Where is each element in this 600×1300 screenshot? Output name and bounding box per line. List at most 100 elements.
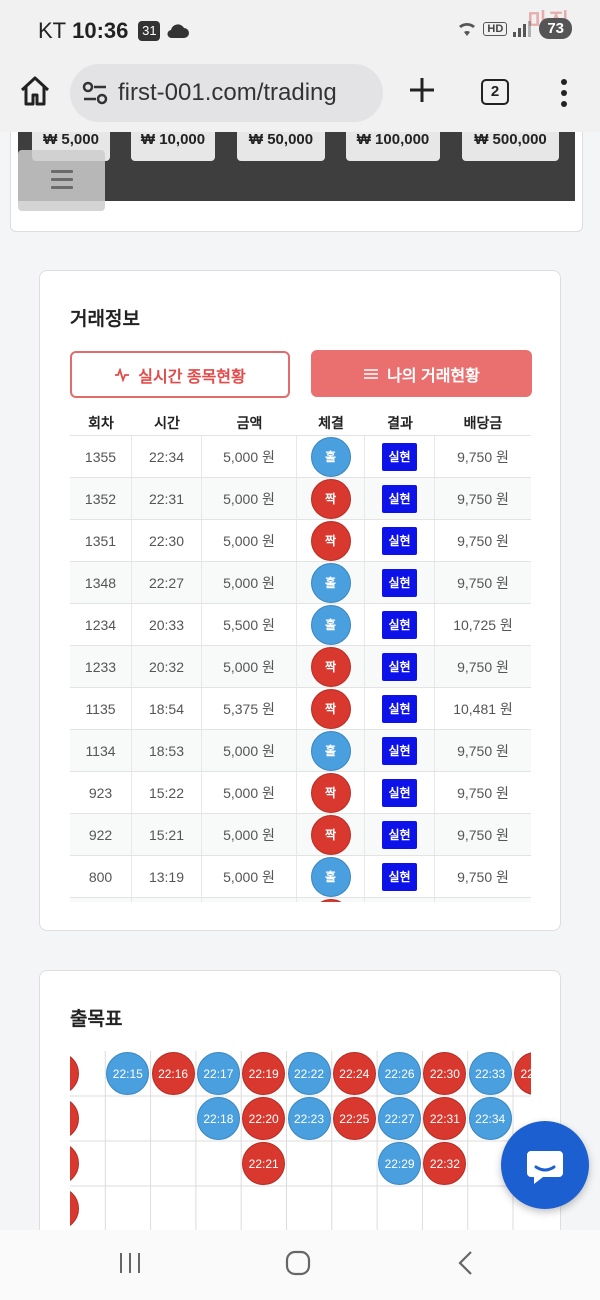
result-board: 22:15 22:16 22:17 22:18 22:19 22:20 22:21 22:22… <box>70 1051 531 1230</box>
status-left: KT 10:36 31 <box>38 18 190 44</box>
amount-button-500000[interactable]: ₩ 500,000 <box>462 132 559 161</box>
cell-result: 실현 <box>365 604 435 645</box>
cell-result: 실현 <box>365 478 435 519</box>
list-icon <box>364 368 379 379</box>
amount-button-50000[interactable]: ₩ 50,000 <box>237 132 325 161</box>
table-row: 1352 22:31 5,000 원 짝 실현 9,750 원 <box>70 478 531 520</box>
cell-time: 15:21 <box>132 814 202 855</box>
col-header-pick: 체결 <box>318 415 344 431</box>
result-ball: 22:23 <box>287 1097 331 1140</box>
result-ball: 22:26 <box>378 1052 422 1095</box>
cell-round: 923 <box>70 772 132 813</box>
site-settings-icon[interactable] <box>82 81 108 105</box>
cell-payout: 9,750 원 <box>457 448 509 465</box>
chat-button[interactable] <box>501 1121 589 1209</box>
result-board-title: 출목표 <box>70 1009 123 1030</box>
cell-payout: 9,750 원 <box>457 784 509 801</box>
result-ball: 22:16 <box>151 1052 195 1095</box>
cell-pick: 홀 <box>297 436 365 477</box>
hamburger-menu-icon[interactable] <box>18 150 105 211</box>
tab-my-trades[interactable]: 나의 거래현황 <box>311 350 532 397</box>
cell-amount: 5,000 원 <box>202 730 297 771</box>
table-row <box>70 898 531 902</box>
carrier-label: KT <box>38 18 67 43</box>
url-bar[interactable]: first-001.com/trading <box>70 64 383 122</box>
more-menu-icon[interactable] <box>556 78 572 108</box>
cell-amount: 5,000 원 <box>202 436 297 477</box>
cell-time: 22:31 <box>132 478 202 519</box>
amount-button-10000[interactable]: ₩ 10,000 <box>131 132 215 161</box>
wifi-icon <box>459 22 476 36</box>
cell-amount: 5,000 원 <box>202 478 297 519</box>
cell-amount: 5,000 원 <box>202 646 297 687</box>
pulse-icon <box>115 367 130 382</box>
result-ball: 22:22 <box>287 1052 331 1095</box>
result-ball: 22:31 <box>423 1097 467 1140</box>
home-nav-icon[interactable] <box>285 1250 311 1276</box>
cell-pick: 홀 <box>297 604 365 645</box>
tab-mine-label: 나의 거래현황 <box>387 367 480 385</box>
cell-payout: 9,750 원 <box>457 742 509 759</box>
new-tab-icon[interactable] <box>406 74 438 106</box>
table-row: 800 13:19 5,000 원 홀 실현 9,750 원 <box>70 856 531 898</box>
page-content: ₩ 5,000 ₩ 10,000 ₩ 50,000 ₩ 100,000 ₩ 50… <box>0 132 600 1230</box>
tab-live-status[interactable]: 실시간 종목현황 <box>70 351 290 398</box>
pick-ball: 짝 <box>310 478 351 519</box>
result-ball: 22:29 <box>378 1142 422 1185</box>
cell-round <box>70 898 132 902</box>
result-ball: 22:18 <box>196 1097 240 1140</box>
result-badge: 실현 <box>382 442 417 471</box>
cell-round: 1351 <box>70 520 132 561</box>
back-icon[interactable] <box>456 1250 476 1276</box>
amount-button-100000[interactable]: ₩ 100,000 <box>346 132 440 161</box>
table-row: 1233 20:32 5,000 원 짝 실현 9,750 원 <box>70 646 531 688</box>
cell-time: 18:54 <box>132 688 202 729</box>
cell-amount: 5,375 원 <box>202 688 297 729</box>
cell-round: 800 <box>70 856 132 897</box>
cell-amount: 5,000 원 <box>202 562 297 603</box>
table-row: 1134 18:53 5,000 원 홀 실현 9,750 원 <box>70 730 531 772</box>
result-ball: 22:27 <box>378 1097 422 1140</box>
col-header-payout: 배당금 <box>463 415 503 431</box>
result-ball: 22:19 <box>242 1052 286 1095</box>
pick-ball: 홀 <box>310 730 351 771</box>
cell-time: 18:53 <box>132 730 202 771</box>
trade-table[interactable]: 1355 22:34 5,000 원 홀 실현 9,750 원 1352 22:31 5,000… <box>70 435 531 902</box>
cell-result: 실현 <box>365 730 435 771</box>
cell-time: 15:22 <box>132 772 202 813</box>
col-header-result: 결과 <box>387 415 413 431</box>
cell-amount: 5,500 원 <box>202 604 297 645</box>
cell-pick: 홀 <box>297 856 365 897</box>
result-ball: 22:33 <box>468 1052 512 1095</box>
cell-round: 922 <box>70 814 132 855</box>
cell-payout: 9,750 원 <box>457 658 509 675</box>
url-text[interactable]: first-001.com/trading <box>118 79 337 106</box>
result-badge: 실현 <box>382 820 417 849</box>
cell-round: 1233 <box>70 646 132 687</box>
browser-toolbar: first-001.com/trading 2 <box>0 62 600 132</box>
pick-ball: 짝 <box>310 688 351 729</box>
result-ball: 22:30 <box>423 1052 467 1095</box>
table-row: 1351 22:30 5,000 원 짝 실현 9,750 원 <box>70 520 531 562</box>
recent-apps-icon[interactable] <box>118 1250 142 1276</box>
cell-time: 22:30 <box>132 520 202 561</box>
cell-payout: 10,481 원 <box>453 700 513 717</box>
pick-ball: 짝 <box>310 520 351 561</box>
home-icon[interactable] <box>18 74 52 108</box>
table-row: 1348 22:27 5,000 원 홀 실현 9,750 원 <box>70 562 531 604</box>
cell-payout: 9,750 원 <box>457 574 509 591</box>
cell-pick: 짝 <box>297 478 365 519</box>
cell-payout: 9,750 원 <box>457 532 509 549</box>
tab-switcher-button[interactable]: 2 <box>481 79 509 105</box>
cell-round: 1352 <box>70 478 132 519</box>
pick-ball: 짝 <box>310 814 351 855</box>
table-header: 회차 시간 금액 체결 결과 배당금 <box>70 413 531 437</box>
cell-result: 실현 <box>365 520 435 561</box>
cell-time: 22:34 <box>132 436 202 477</box>
pick-ball: 홀 <box>310 562 351 603</box>
table-row: 1135 18:54 5,375 원 짝 실현 10,481 원 <box>70 688 531 730</box>
cell-pick: 짝 <box>297 520 365 561</box>
result-badge: 실현 <box>382 862 417 891</box>
cell-round: 1134 <box>70 730 132 771</box>
result-board-grid <box>70 1051 531 1230</box>
